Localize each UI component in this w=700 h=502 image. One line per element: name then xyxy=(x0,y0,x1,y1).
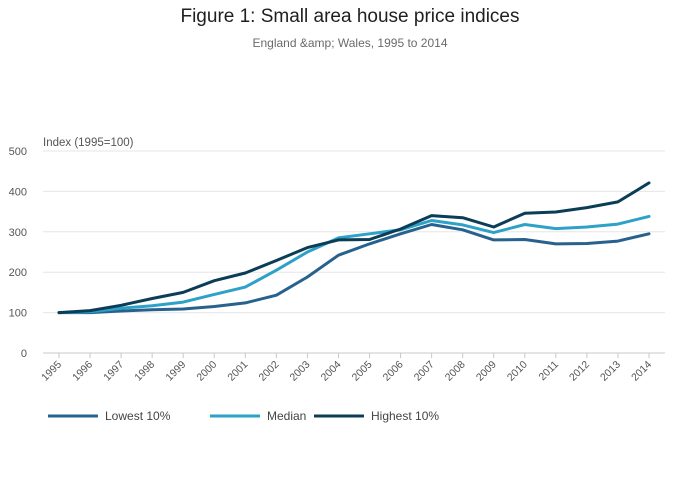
x-tick-label: 2010 xyxy=(505,359,530,384)
x-tick-label: 2013 xyxy=(598,359,623,384)
series-line-3 xyxy=(57,181,651,315)
legend-label-1: Lowest 10% xyxy=(105,409,171,423)
x-tick-label: 2000 xyxy=(194,359,219,384)
x-tick-label: 1996 xyxy=(70,359,95,384)
legend-label-2: Median xyxy=(267,409,306,423)
x-tick-label: 2012 xyxy=(567,359,592,384)
x-tick-label: 1999 xyxy=(163,359,188,384)
series-line-1 xyxy=(57,223,651,315)
x-tick-label: 2001 xyxy=(225,359,250,384)
x-tick-label: 1997 xyxy=(101,359,126,384)
x-tick-label: 2005 xyxy=(350,359,375,384)
x-tick-label: 2008 xyxy=(443,359,468,384)
x-tick-label: 2006 xyxy=(381,359,406,384)
y-tick-label: 0 xyxy=(21,348,27,360)
legend-label-3: Highest 10% xyxy=(371,409,439,423)
chart-subtitle: England &amp; Wales, 1995 to 2014 xyxy=(252,36,448,50)
y-tick-label: 400 xyxy=(9,186,27,198)
y-tick-label: 300 xyxy=(9,227,27,239)
x-tick-label: 2003 xyxy=(288,359,313,384)
x-tick-label: 1998 xyxy=(132,359,157,384)
x-tick-label: 2014 xyxy=(629,359,654,384)
y-tick-label: 200 xyxy=(9,267,27,279)
x-tick-label: 1995 xyxy=(39,359,64,384)
y-axis-label: Index (1995=100) xyxy=(43,137,134,149)
chart-title: Figure 1: Small area house price indices xyxy=(180,6,520,27)
x-tick-label: 2007 xyxy=(412,359,437,384)
x-tick-label: 2002 xyxy=(256,359,281,384)
x-tick-label: 2004 xyxy=(319,359,344,384)
y-tick-label: 500 xyxy=(9,146,27,158)
series-line-2 xyxy=(57,214,651,315)
x-tick-label: 2011 xyxy=(537,359,562,384)
y-tick-label: 100 xyxy=(9,308,27,320)
x-tick-label: 2009 xyxy=(474,359,499,384)
